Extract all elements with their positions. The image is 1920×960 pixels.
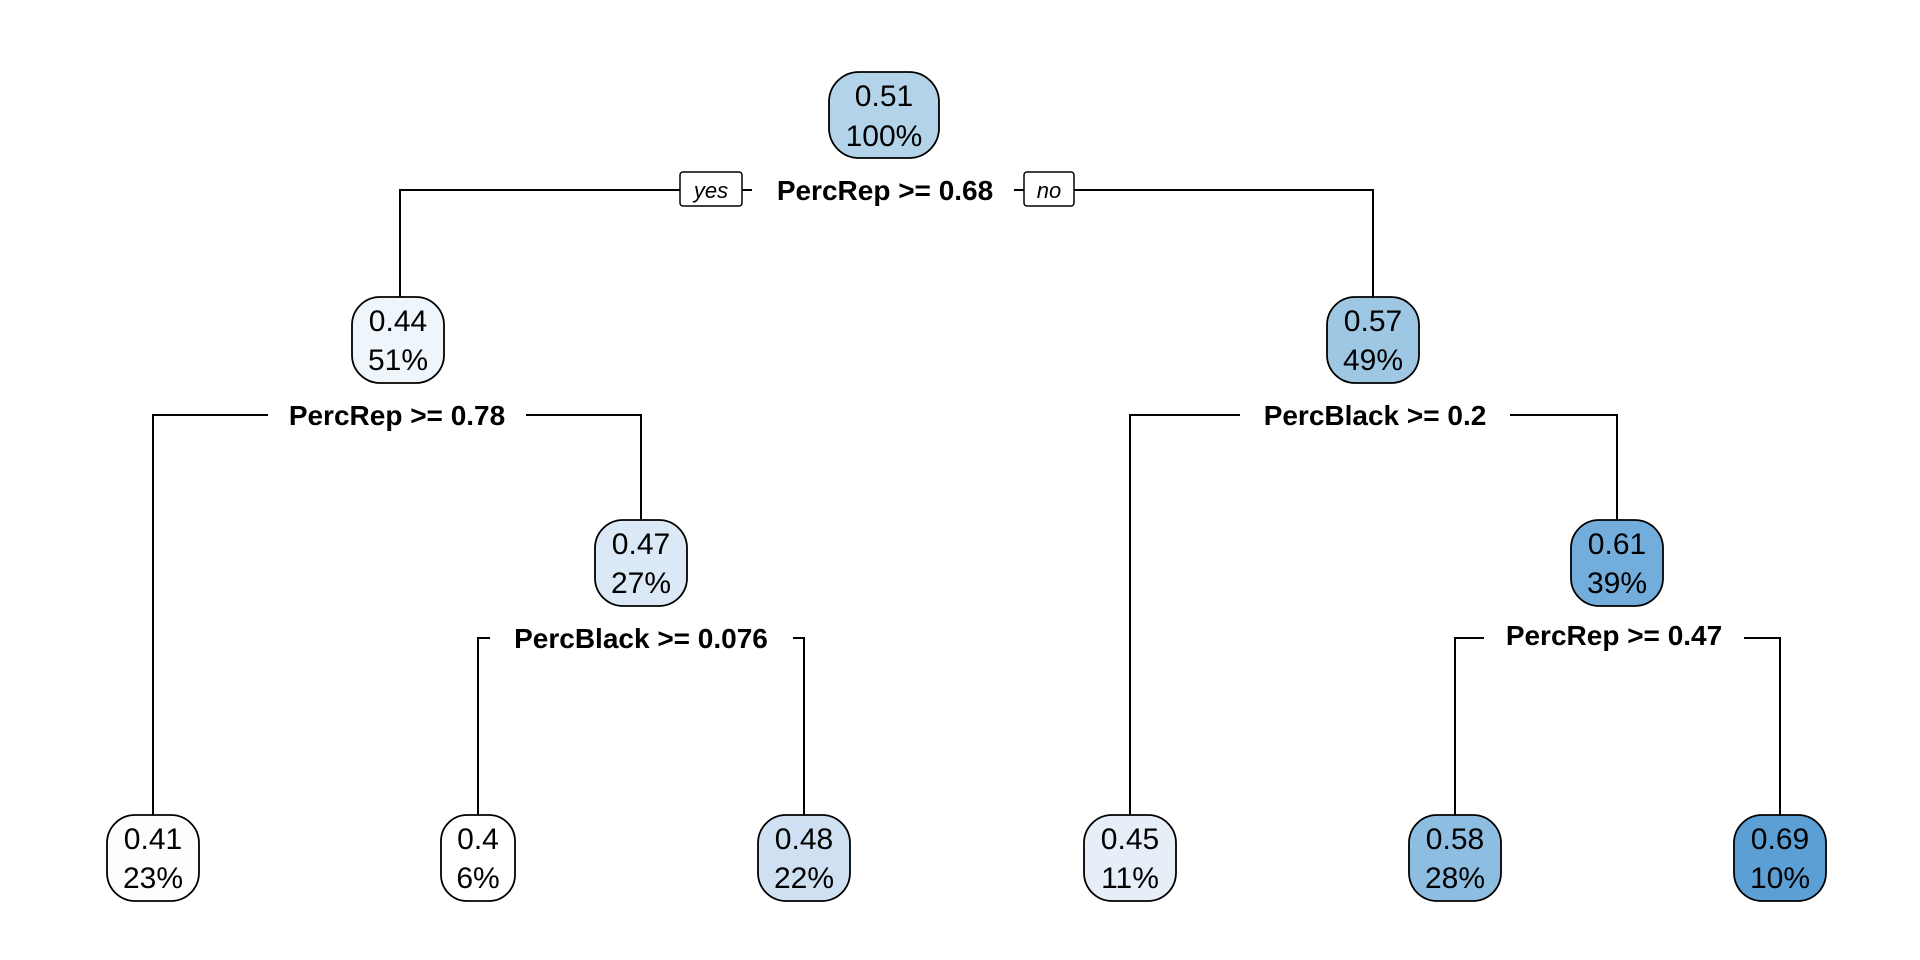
node-percent: 6% — [456, 862, 499, 895]
no-label-text: no — [1037, 178, 1061, 203]
node-percent: 49% — [1343, 344, 1403, 377]
split-label-n7: PercRep >= 0.47 — [1484, 616, 1744, 654]
split-label-n5: PercBlack >= 0.076 — [490, 619, 793, 657]
split-label-n2: PercRep >= 0.78 — [268, 396, 526, 434]
split-label-root: PercRep >= 0.68 — [752, 171, 1014, 209]
node-n3: 0.57 49% — [1326, 296, 1420, 384]
node-value: 0.51 — [855, 80, 913, 113]
split-label-text: PercRep >= 0.68 — [777, 175, 993, 206]
node-percent: 51% — [368, 344, 428, 377]
node-value: 0.47 — [612, 528, 670, 561]
node-box — [1326, 296, 1420, 384]
node-box — [1083, 814, 1177, 902]
edge-n5 — [477, 637, 805, 815]
yes-label: yes — [679, 171, 743, 207]
node-percent: 22% — [774, 862, 834, 895]
node-box — [757, 814, 851, 902]
node-leaf-3: 0.48 22% — [757, 814, 851, 902]
node-percent: 10% — [1750, 862, 1810, 895]
node-box — [351, 296, 445, 384]
edge-n7 — [1454, 637, 1781, 815]
node-value: 0.45 — [1101, 823, 1159, 856]
node-box — [1733, 814, 1827, 902]
tree-edges — [152, 189, 1781, 815]
tree-nodes: 0.51 100% 0.44 51% 0.57 49% 0.47 27% 0.6… — [106, 71, 1827, 902]
node-box — [106, 814, 200, 902]
node-value: 0.41 — [124, 823, 182, 856]
node-box — [1408, 814, 1502, 902]
node-percent: 100% — [846, 120, 923, 153]
edge-root — [399, 189, 1374, 330]
edge-n3 — [1129, 414, 1618, 815]
node-box — [828, 71, 940, 159]
split-labels: PercRep >= 0.68 PercRep >= 0.78 PercBlac… — [268, 171, 1744, 657]
node-n5: 0.47 27% — [594, 519, 688, 607]
edge-n2 — [152, 414, 642, 815]
node-percent: 11% — [1101, 862, 1159, 895]
node-percent: 27% — [611, 567, 671, 600]
node-value: 0.44 — [369, 305, 427, 338]
node-box — [1570, 519, 1664, 607]
split-label-text: PercRep >= 0.78 — [289, 400, 505, 431]
node-leaf-5: 0.58 28% — [1408, 814, 1502, 902]
node-n2: 0.44 51% — [351, 296, 445, 384]
yes-label-text: yes — [692, 178, 728, 203]
node-leaf-1: 0.41 23% — [106, 814, 200, 902]
node-value: 0.61 — [1588, 528, 1646, 561]
no-label: no — [1023, 171, 1075, 207]
node-value: 0.58 — [1426, 823, 1484, 856]
node-percent: 28% — [1425, 862, 1485, 895]
node-leaf-4: 0.45 11% — [1083, 814, 1177, 902]
node-value: 0.57 — [1344, 305, 1402, 338]
node-leaf-2: 0.4 6% — [440, 814, 516, 902]
node-value: 0.48 — [775, 823, 833, 856]
split-label-text: PercRep >= 0.47 — [1506, 620, 1722, 651]
node-value: 0.4 — [457, 823, 499, 856]
node-box — [440, 814, 516, 902]
node-root: 0.51 100% — [828, 71, 940, 159]
branch-labels: yes no — [679, 171, 1075, 207]
node-percent: 39% — [1587, 567, 1647, 600]
split-label-n3: PercBlack >= 0.2 — [1240, 396, 1510, 434]
split-label-text: PercBlack >= 0.2 — [1264, 400, 1487, 431]
node-percent: 23% — [123, 862, 183, 895]
node-value: 0.69 — [1751, 823, 1809, 856]
node-n7: 0.61 39% — [1570, 519, 1664, 607]
split-label-text: PercBlack >= 0.076 — [514, 623, 768, 654]
node-leaf-6: 0.69 10% — [1733, 814, 1827, 902]
node-box — [594, 519, 688, 607]
